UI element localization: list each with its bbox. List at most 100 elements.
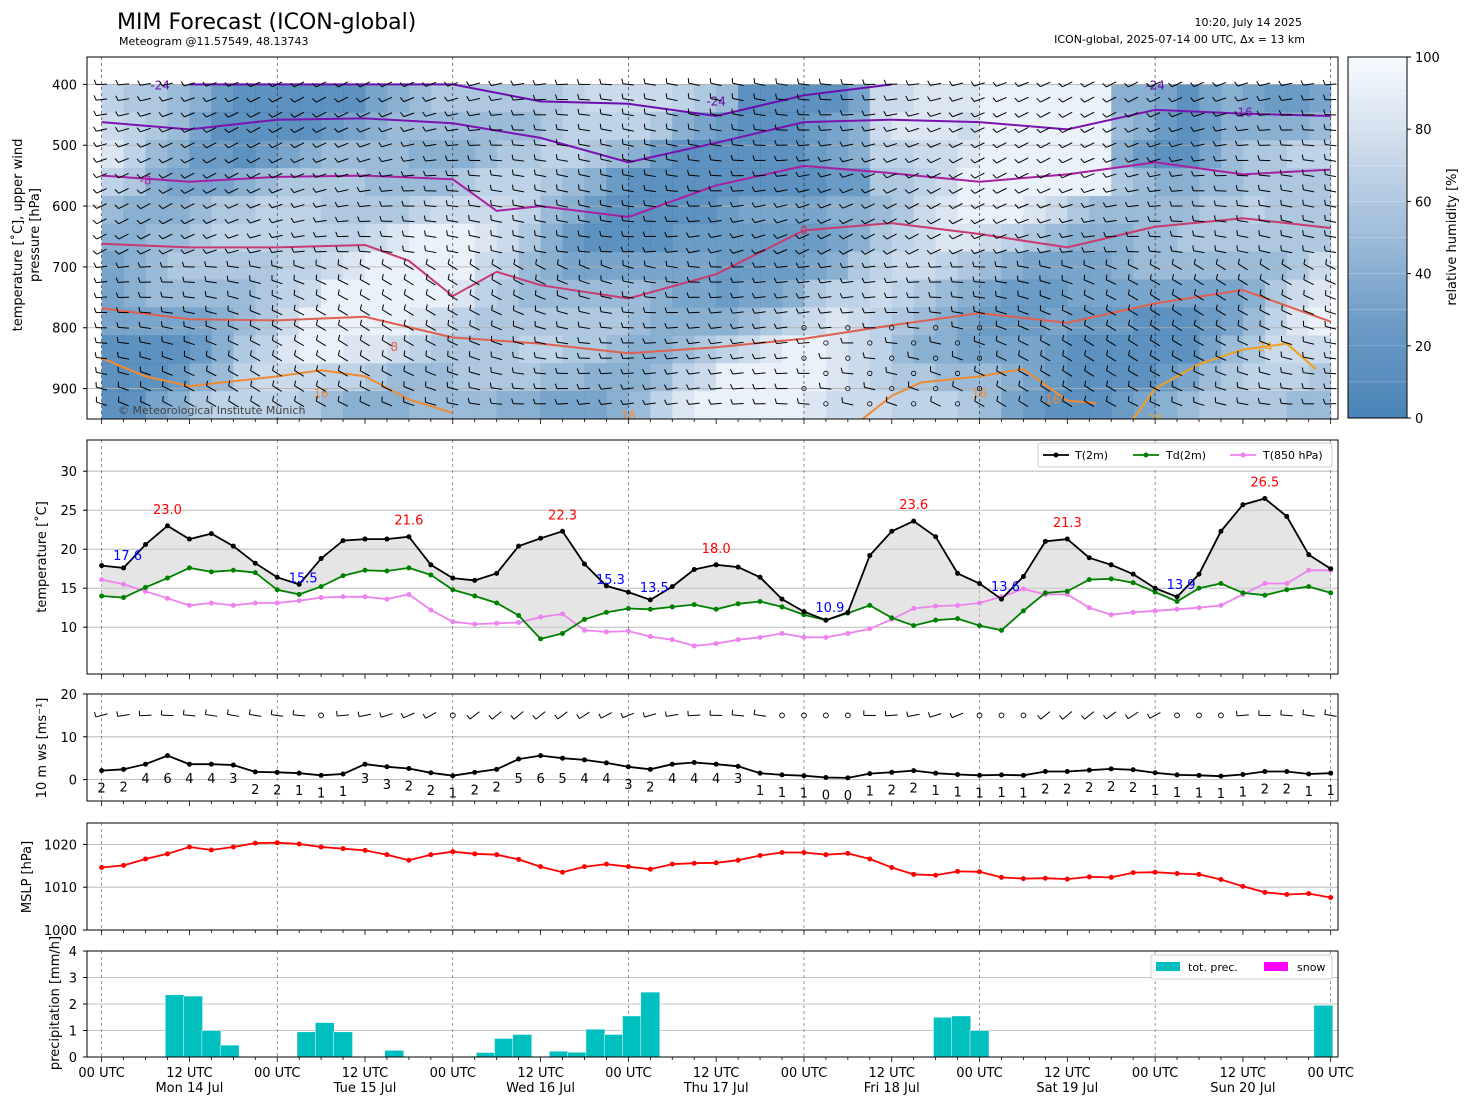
wind-barb-feather bbox=[1303, 352, 1304, 357]
td2m-point bbox=[143, 585, 148, 590]
wind-speed-label: 1 bbox=[931, 784, 939, 799]
mslp-point bbox=[1175, 871, 1180, 876]
t850-point bbox=[275, 601, 280, 606]
wind-speed-point bbox=[867, 771, 872, 776]
t850-point bbox=[187, 603, 192, 608]
mslp-point bbox=[319, 844, 324, 849]
wind-speed-label: 2 bbox=[1283, 782, 1291, 797]
t850-point bbox=[121, 582, 126, 587]
wind-barb-feather bbox=[448, 335, 449, 340]
humidity-cell bbox=[431, 224, 454, 252]
humidity-cell bbox=[299, 140, 322, 168]
humidity-cell bbox=[606, 363, 629, 391]
wind-barb-shaft bbox=[140, 715, 152, 716]
wind-barb-feather bbox=[1303, 710, 1304, 715]
precipitation-bar bbox=[604, 1034, 623, 1057]
mslp-frame bbox=[87, 823, 1338, 930]
wind-speed-label: 1 bbox=[975, 786, 983, 801]
precipitation-bar bbox=[165, 995, 184, 1057]
mslp-point bbox=[1197, 872, 1202, 877]
humidity-cell bbox=[804, 335, 827, 363]
mslp-point bbox=[582, 864, 587, 869]
wind-barb-feather bbox=[864, 382, 865, 387]
t850-point bbox=[1218, 603, 1223, 608]
mslp-point bbox=[845, 851, 850, 856]
wind-speed-label: 1 bbox=[317, 786, 325, 801]
min-temperature-label: 13.9 bbox=[1167, 578, 1196, 593]
humidity-cell bbox=[1067, 335, 1090, 363]
humidity-cell bbox=[475, 168, 498, 196]
humidity-cell bbox=[628, 112, 651, 140]
t2m-point bbox=[231, 544, 236, 549]
wind-barb-shaft bbox=[579, 712, 589, 718]
humidity-cell bbox=[694, 196, 717, 224]
t850-point bbox=[845, 631, 850, 636]
wind-barb-feather bbox=[600, 185, 601, 190]
wind-speed-label: 1 bbox=[1327, 784, 1335, 799]
t2m-point bbox=[165, 523, 170, 528]
temperature-ylabel: temperature [˚C] bbox=[34, 501, 50, 613]
humidity-cell bbox=[365, 112, 388, 140]
humidity-cell bbox=[980, 252, 1003, 280]
humidity-cell bbox=[563, 168, 586, 196]
humidity-cell bbox=[519, 224, 542, 252]
legend-td2m-marker bbox=[1144, 453, 1149, 458]
td2m-point bbox=[1197, 586, 1202, 591]
td2m-point bbox=[406, 565, 411, 570]
wind-speed-point bbox=[341, 772, 346, 777]
humidity-cell bbox=[782, 280, 805, 308]
t2m-point bbox=[428, 562, 433, 567]
precipitation-bar bbox=[184, 996, 203, 1057]
humidity-cell bbox=[277, 335, 300, 363]
humidity-cell bbox=[672, 391, 695, 419]
humidity-cell bbox=[694, 335, 717, 363]
wind-barb-feather bbox=[666, 108, 667, 113]
mslp-point bbox=[1109, 875, 1114, 880]
humidity-cell bbox=[1287, 196, 1310, 224]
t850-point bbox=[1109, 612, 1114, 617]
humidity-cell bbox=[365, 196, 388, 224]
wind-barb-shaft bbox=[557, 403, 568, 404]
wind-barb-feather bbox=[423, 714, 425, 718]
legend-td2m-label: Td(2m) bbox=[1165, 449, 1206, 462]
mslp-series bbox=[99, 840, 1333, 900]
humidity-cell bbox=[1111, 335, 1134, 363]
wind-barb-shaft bbox=[623, 358, 634, 359]
humidity-cell bbox=[672, 307, 695, 335]
humidity-cell bbox=[650, 391, 673, 419]
humidity-cell bbox=[936, 140, 959, 168]
x-tick-label: 12 UTC bbox=[166, 1066, 212, 1081]
wind-barb-feather bbox=[688, 78, 689, 83]
wind-barb-feather bbox=[1303, 215, 1304, 220]
wind-barb-feather bbox=[1103, 715, 1106, 719]
t2m-point bbox=[1109, 562, 1114, 567]
calm-marker bbox=[1197, 713, 1202, 718]
t850-point bbox=[428, 608, 433, 613]
wind-barb-feather bbox=[1038, 715, 1041, 719]
t850-point bbox=[384, 597, 389, 602]
wind-barb-feather bbox=[141, 396, 142, 401]
humidity-cell bbox=[1045, 140, 1068, 168]
wind-barb-shaft bbox=[689, 312, 700, 313]
t850-point bbox=[1284, 581, 1289, 586]
wind-barb-feather bbox=[271, 710, 272, 715]
mslp-point bbox=[253, 841, 258, 846]
wind-barb-shaft bbox=[601, 713, 612, 719]
humidity-cell bbox=[694, 307, 717, 335]
wind-barb-feather bbox=[514, 290, 515, 295]
wind-barb-feather bbox=[447, 230, 448, 235]
t2m-point bbox=[1262, 496, 1267, 501]
humidity-cell bbox=[475, 391, 498, 419]
humidity-cell bbox=[1155, 307, 1178, 335]
td2m-point bbox=[648, 607, 653, 612]
humidity-cell bbox=[497, 224, 520, 252]
t2m-point bbox=[1218, 529, 1223, 534]
wind-barb-shaft bbox=[205, 714, 217, 716]
humidity-cell bbox=[672, 252, 695, 280]
humidity-cell bbox=[1111, 140, 1134, 168]
humidity-cell bbox=[167, 252, 190, 280]
wind-barb-feather bbox=[183, 306, 184, 311]
wind-barb-feather bbox=[732, 78, 733, 83]
wind-speed-label: 1 bbox=[997, 786, 1005, 801]
humidity-cell bbox=[1089, 168, 1112, 196]
